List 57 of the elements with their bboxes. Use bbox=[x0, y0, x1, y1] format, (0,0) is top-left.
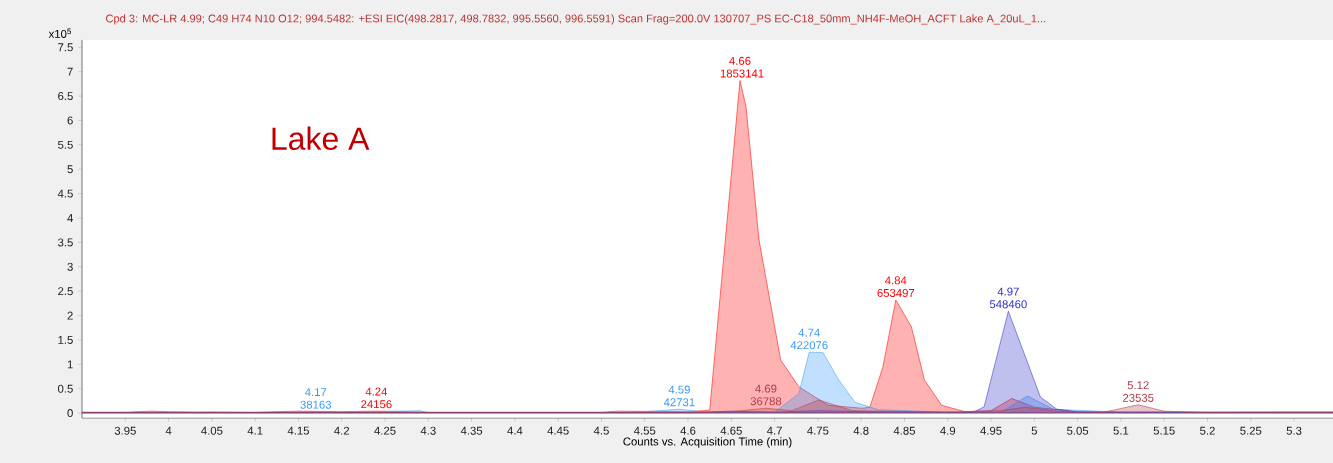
chart-title: Cpd 3: MC-LR 4.99; C49 H74 N10 O12; 994.5482: +ESI EIC(498.2817, 498.7832, 995.5560, 996.5591) Scan Frag=200.0V 130707_PS EC-C18_50mm_NH4F-MeOH_ACFT Lake A_20uL_1... bbox=[106, 14, 1046, 25]
x-tick-label: 4.5 bbox=[593, 426, 609, 435]
y-tick-label: 7.5 bbox=[58, 43, 73, 52]
x-tick-label: 4.75 bbox=[807, 426, 829, 435]
x-tick-label: 4.05 bbox=[201, 426, 223, 435]
annotation: 4.66 1853141 bbox=[720, 56, 764, 78]
annotation: 4.17 38163 bbox=[300, 388, 332, 409]
annotation: 4.59 42731 bbox=[663, 385, 695, 407]
x-tick-label: 4.4 bbox=[507, 426, 523, 435]
x-tick-label: 5 bbox=[1031, 426, 1038, 435]
x-tick-label: 4.25 bbox=[374, 426, 396, 435]
y-tick-label: 4 bbox=[67, 214, 73, 222]
x-tick-label: 4.45 bbox=[547, 426, 569, 435]
y-tick-label: 0.5 bbox=[57, 384, 73, 393]
annotation: 4.97 548460 bbox=[989, 287, 1027, 309]
x-tick-label: 5.2 bbox=[1200, 426, 1215, 435]
y-tick-label: 0 bbox=[67, 409, 73, 418]
annotation: 5.12 23535 bbox=[1123, 381, 1154, 402]
annotation: 4.74 422076 bbox=[790, 328, 828, 350]
x-tick-label: 4.35 bbox=[460, 426, 483, 435]
x-tick-label: 4.7 bbox=[766, 426, 782, 435]
x-tick-label: 4.8 bbox=[853, 426, 869, 435]
annotation: Lake A bbox=[272, 126, 370, 151]
y-tick-label: 3 bbox=[67, 262, 73, 271]
x-tick-label: 4.95 bbox=[980, 426, 1002, 435]
y-tick-label: 6 bbox=[67, 116, 73, 125]
x-tick-label: 4.2 bbox=[334, 426, 350, 435]
y-tick-label: 4.5 bbox=[57, 189, 73, 198]
x-tick-label: 4.3 bbox=[420, 426, 436, 435]
x-tick-label: 3.95 bbox=[114, 426, 136, 435]
x-tick-label: 4.9 bbox=[940, 426, 956, 435]
x-tick-label: 5.3 bbox=[1286, 426, 1302, 435]
x-tick-label: 4 bbox=[165, 426, 172, 435]
annotation: 4.24 24156 bbox=[361, 387, 392, 409]
x-tick-label: 4.55 bbox=[633, 426, 656, 435]
annotation: 4.84 653497 bbox=[877, 276, 915, 298]
y-tick-label: 7 bbox=[67, 67, 73, 76]
y-tick-label: 5.5 bbox=[58, 140, 73, 149]
x-tick-label: 5.15 bbox=[1153, 426, 1175, 435]
y-tick-label: 6.5 bbox=[58, 92, 73, 101]
x-tick-label: 4.85 bbox=[893, 426, 916, 435]
x-tick-label: 4.1 bbox=[247, 426, 263, 435]
y-tick-label: 5 bbox=[67, 165, 73, 174]
x-tick-label: 5.1 bbox=[1113, 426, 1129, 435]
x-tick-label: 5.25 bbox=[1240, 426, 1262, 435]
x-tick-label: 4.65 bbox=[720, 426, 742, 435]
x-tick-label: 5.05 bbox=[1067, 426, 1089, 435]
x-axis-title: Counts vs. Acquisition Time (min) bbox=[623, 437, 792, 448]
x-tick-label: 4.15 bbox=[287, 426, 310, 435]
y-tick-label: 3.5 bbox=[57, 238, 73, 247]
y-tick-label: 2 bbox=[67, 311, 73, 320]
x-tick-label: 4.6 bbox=[680, 426, 696, 435]
y-tick-label: 2.5 bbox=[58, 287, 73, 296]
annotation: 4.69 36788 bbox=[750, 384, 782, 406]
y-tick-label: 1.5 bbox=[58, 335, 73, 344]
y-axis-title: x10$^{5}$ bbox=[48, 28, 71, 38]
y-tick-label: 1 bbox=[67, 360, 73, 369]
